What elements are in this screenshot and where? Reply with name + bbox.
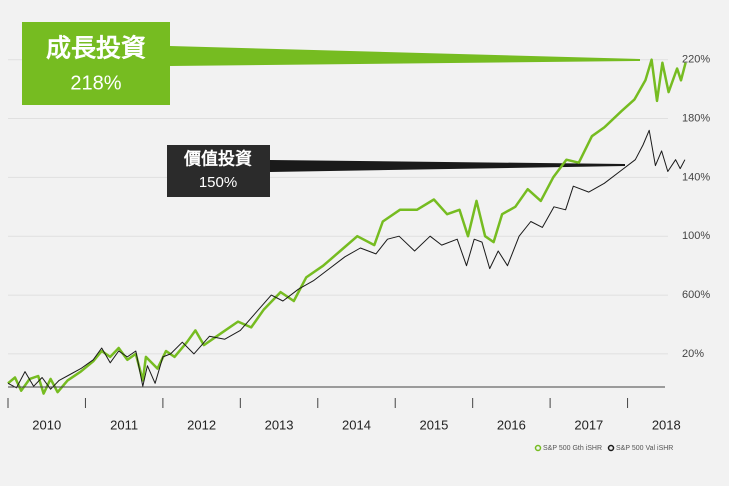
legend-marker: [607, 444, 615, 452]
legend-marker: [534, 444, 542, 452]
value-label-box: [167, 145, 270, 197]
x-tick-label: 2016: [497, 417, 526, 432]
value-label-value: 150%: [199, 174, 237, 191]
x-tick-label: 2011: [110, 417, 138, 432]
y-tick-label: 100%: [682, 230, 710, 242]
legend-label: S&P 500 Val iSHR: [616, 445, 673, 452]
growth-label-title: 成長投資: [46, 34, 146, 63]
y-tick-label: 600%: [682, 289, 710, 301]
value-connector: [270, 160, 625, 172]
growth-label-box: [22, 22, 170, 105]
growth-connector: [170, 46, 640, 66]
y-tick-label: 220%: [682, 54, 710, 66]
x-tick-label: 2013: [265, 417, 294, 432]
growth-label-value: 218%: [70, 72, 121, 94]
x-tick-label: 2012: [187, 417, 216, 432]
series-line: [7, 58, 687, 395]
y-tick-label: 20%: [682, 348, 704, 360]
legend-label: S&P 500 Gth iSHR: [543, 445, 602, 452]
value-label-title: 價值投資: [183, 148, 252, 168]
y-tick-label: 180%: [682, 112, 710, 124]
x-tick-label: 2018: [652, 417, 681, 432]
y-tick-label: 140%: [682, 171, 710, 183]
x-tick-label: 2017: [574, 417, 603, 432]
x-tick-label: 2014: [342, 417, 371, 432]
series-line: [7, 129, 686, 390]
x-tick-label: 2010: [32, 417, 61, 432]
x-tick-label: 2015: [419, 417, 448, 432]
plot: [7, 58, 687, 395]
